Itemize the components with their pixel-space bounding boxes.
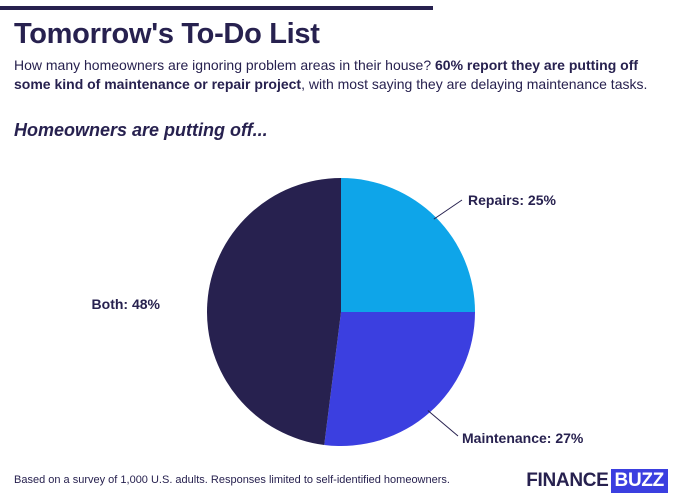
top-rule [0,6,433,10]
slice-label-both: Both: 48% [92,296,161,312]
chart-heading: Homeowners are putting off... [14,120,268,140]
subtitle-bold-text: 60% report they are putting off some kin… [14,57,639,92]
slice-label-maintenance: Maintenance: 27% [462,430,584,446]
subtitle-text-1: How many homeowners are ignoring problem… [14,57,435,73]
pie-slice-repairs [341,178,475,312]
logo-buzz-text: BUZZ [610,469,668,493]
subtitle-text-2: , with most saying they are delaying mai… [301,76,648,92]
subtitle: How many homeowners are ignoring problem… [14,56,654,94]
pie-slice-both [207,178,341,445]
pie-slice-maintenance [324,312,475,446]
page-title: Tomorrow's To-Do List [14,18,320,50]
leader-line-repairs [433,199,463,220]
financebuzz-logo: FINANCE BUZZ [526,469,668,493]
leader-line-maintenance [427,410,459,437]
slice-label-repairs: Repairs: 25% [468,192,556,208]
logo-finance-text: FINANCE [526,470,609,491]
footnote: Based on a survey of 1,000 U.S. adults. … [14,474,450,486]
